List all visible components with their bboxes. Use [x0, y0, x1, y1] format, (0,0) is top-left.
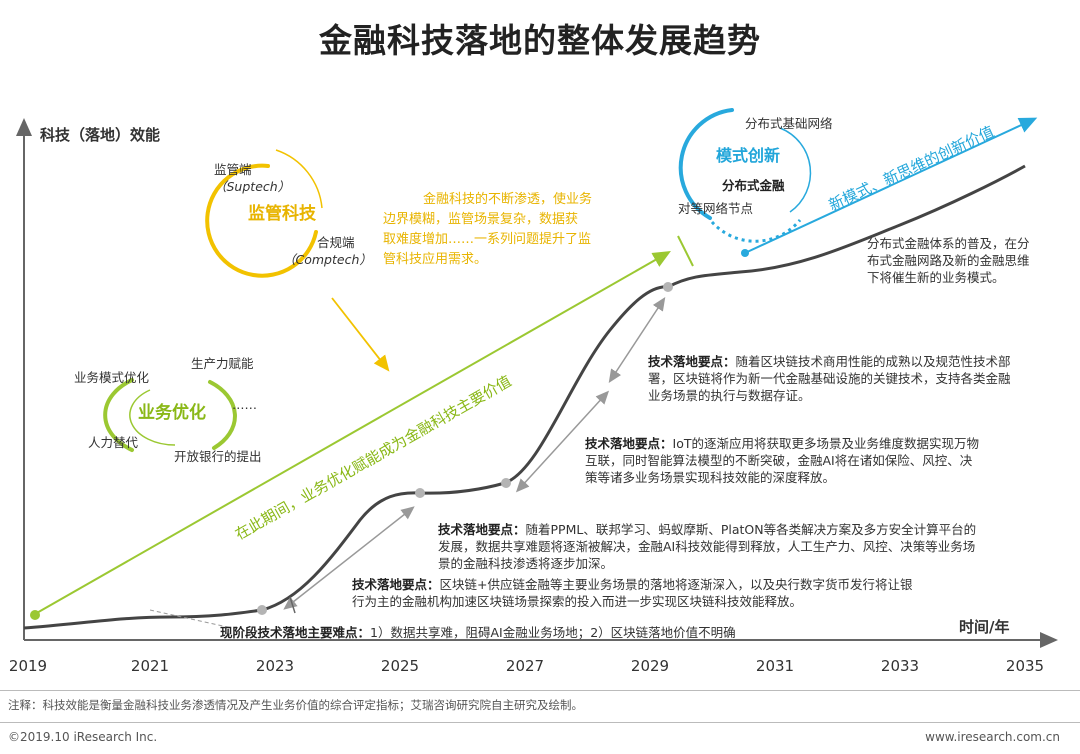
business-item: 生产力赋能 — [191, 356, 254, 371]
business-ring-inner — [129, 389, 176, 446]
start-point — [30, 610, 40, 620]
supervision-ring-inner — [275, 149, 323, 209]
business-title: 业务优化 — [138, 403, 206, 423]
model-ring-dash — [710, 219, 802, 243]
pointer-arrow-1 — [283, 506, 415, 610]
distributed-text-line: 布式金融网路及新的金融思维 — [867, 253, 1030, 268]
blue-arrow — [744, 117, 1038, 254]
supervision-right-label: 合规端 — [317, 235, 355, 250]
point-line: 发展，数据共享难题将逐渐被解决，金融AI科技效能得到释放，人工生产力、风控、决策… — [438, 539, 976, 554]
curve-dot-2025 — [415, 488, 425, 498]
model-ring — [678, 108, 734, 220]
x-tick: 2021 — [130, 657, 170, 675]
supervision-right-sub: （Comptech） — [283, 252, 372, 267]
business-ring — [103, 378, 134, 452]
point-label: 技术落地要点： — [438, 522, 526, 537]
point-line: IoT的逐渐应用将获取更多场景及业务维度数据实现万物 — [672, 436, 979, 451]
point-line: 区块链+供应链金融等主要业务场景的落地将逐渐深入，以及央行数字货币发行将让银 — [439, 577, 913, 592]
model-top: 分布式基础网络 — [745, 116, 833, 131]
green-arrow-end-tick — [677, 235, 694, 267]
point-line: 策等诸多业务场景实现科技效能的深度释放。 — [585, 470, 836, 485]
point-block: 技术落地要点：IoT的逐渐应用将获取更多场景及业务维度数据实现万物 — [585, 434, 979, 453]
page-title: 金融科技落地的整体发展趋势 — [319, 21, 761, 60]
point-label: 技术落地要点： — [352, 577, 440, 592]
business-item: 开放银行的提出 — [174, 449, 262, 464]
point-label: 技术落地要点： — [648, 354, 736, 369]
point-line: 随着PPML、联邦学习、蚂蚁摩斯、PlatON等各类解决方案及多方安全计算平台的 — [525, 522, 977, 537]
point-block: 技术落地要点：随着区块链技术商用性能的成熟以及规范性技术部 — [648, 352, 1011, 371]
yellow-arrow — [331, 297, 390, 372]
footnote: 注释：科技效能是衡量金融科技业务渗透情况及产生业务价值的综合评定指标；艾瑞咨询研… — [8, 698, 583, 712]
supervision-top-sub: （Suptech） — [214, 179, 291, 194]
x-tick: 2027 — [505, 657, 545, 675]
supervision-top-label: 监管端 — [214, 162, 252, 177]
x-axis-label: 时间/年 — [959, 618, 1010, 636]
curve-dot-2027 — [501, 478, 511, 488]
footer-divider — [0, 722, 1080, 723]
point-line: 景的金融科技渗透将逐步加深。 — [438, 556, 614, 571]
website: www.iresearch.com.cn — [925, 730, 1060, 744]
green-arrow — [34, 251, 671, 615]
difficulty-label: 现阶段技术落地主要难点： — [220, 625, 371, 640]
model-center: 分布式金融 — [722, 178, 785, 193]
yellow-text-line: 边界模糊，监管场景复杂，数据获 — [383, 212, 579, 227]
model-ring-right — [779, 127, 812, 213]
point-line: 署，区块链将作为新一代金融基础设施的关键技术，支持各类金融 — [648, 371, 1011, 386]
business-item: …… — [232, 397, 257, 412]
distributed-text-line: 分布式金融体系的普及，在分 — [867, 236, 1030, 251]
point-line: 互联，同时智能算法模型的不断突破，金融AI将在诸如保险、风控、决 — [585, 453, 973, 468]
x-tick: 2019 — [8, 657, 48, 675]
pointer-arrow-3 — [608, 296, 666, 384]
supervision-title: 监管科技 — [248, 204, 316, 224]
supervision-ring — [205, 163, 318, 278]
yellow-text-line: 取难度增加……一系列问题提升了监 — [383, 232, 592, 247]
curve-dot-2029 — [663, 282, 673, 292]
x-tick: 2033 — [880, 657, 920, 675]
yellow-text-line: 管科技应用需求。 — [383, 252, 488, 267]
business-item: 业务模式优化 — [74, 370, 150, 385]
pointer-arrow-2 — [515, 390, 610, 493]
point-line: 行为主的金融机构加速区块链场景探索的投入而进一步实现区块链科技效能释放。 — [352, 594, 803, 609]
blue-arrow-start — [741, 249, 749, 257]
curve-dot-2023 — [257, 605, 267, 615]
model-title: 模式创新 — [716, 146, 781, 165]
point-line: 随着区块链技术商用性能的成熟以及规范性技术部 — [735, 354, 1011, 369]
bracket-2023 — [289, 596, 296, 614]
point-label: 技术落地要点： — [585, 436, 673, 451]
business-item: 人力替代 — [88, 435, 139, 450]
x-tick: 2029 — [630, 657, 670, 675]
point-line: 业务场景的执行与数据存证。 — [648, 388, 811, 403]
model-left: 对等网络节点 — [678, 201, 754, 216]
footer-divider — [0, 690, 1080, 691]
x-tick: 2025 — [380, 657, 420, 675]
x-tick: 2031 — [755, 657, 795, 675]
yellow-text-line: 金融科技的不断渗透，使业务 — [423, 192, 593, 207]
distributed-text-line: 下将催生新的业务模式。 — [867, 270, 1005, 285]
x-tick: 2023 — [255, 657, 295, 675]
difficulty-block: 现阶段技术落地主要难点：1）数据共享难，阻碍AI金融业务场地；2）区块链落地价值… — [220, 623, 736, 642]
difficulty-text: 1）数据共享难，阻碍AI金融业务场地；2）区块链落地价值不明确 — [370, 625, 736, 640]
trend-curve — [23, 164, 1026, 630]
point-block: 技术落地要点：区块链+供应链金融等主要业务场景的落地将逐渐深入，以及央行数字货币… — [352, 575, 913, 594]
copyright: ©2019.10 iResearch Inc. — [8, 730, 158, 744]
x-tick: 2035 — [1005, 657, 1045, 675]
business-ring-right — [208, 380, 237, 450]
point-block: 技术落地要点：随着PPML、联邦学习、蚂蚁摩斯、PlatON等各类解决方案及多方… — [438, 520, 976, 539]
y-axis-label: 科技（落地）效能 — [40, 126, 161, 144]
